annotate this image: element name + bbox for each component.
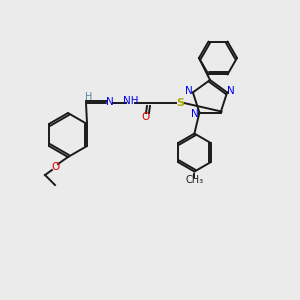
- Text: N: N: [227, 86, 235, 96]
- Text: O: O: [51, 162, 59, 172]
- Text: H: H: [85, 92, 93, 102]
- Text: CH₃: CH₃: [185, 175, 203, 184]
- Text: O: O: [142, 112, 150, 122]
- Text: N: N: [185, 86, 193, 96]
- Text: N: N: [106, 97, 114, 107]
- Text: N: N: [190, 109, 198, 118]
- Text: NH: NH: [123, 96, 139, 106]
- Text: S: S: [176, 98, 184, 108]
